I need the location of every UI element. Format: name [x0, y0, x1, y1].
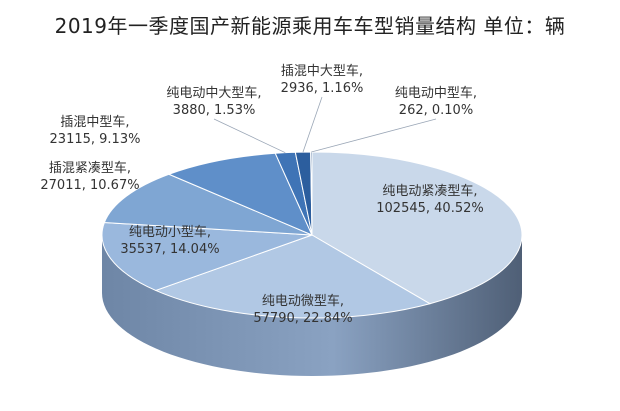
pie-slice [311, 151, 523, 305]
slice-label: 纯电动中型车, 262, 0.10% [395, 85, 477, 118]
slice-label: 插混中型车, 23115, 9.13% [50, 114, 141, 147]
leader-line [302, 96, 323, 153]
slice-label: 纯电动小型车, 35537, 14.04% [120, 224, 219, 257]
slice-label: 纯电动微型车, 57790, 22.84% [253, 293, 352, 326]
pie-slice [101, 222, 313, 291]
pie-side-wall [102, 235, 522, 376]
pie-slice [167, 152, 313, 236]
chart-title: 2019年一季度国产新能源乘用车车型销量结构 单位：辆 [54, 14, 566, 38]
pie-slice [103, 173, 313, 236]
leader-line [213, 118, 286, 154]
slice-label: 纯电动紧凑型车, 102545, 40.52% [376, 183, 483, 216]
pie-slice [154, 234, 432, 319]
slice-label: 插混中大型车, 2936, 1.16% [281, 63, 364, 96]
slice-label: 插混紧凑型车, 27011, 10.67% [40, 160, 139, 193]
slice-label: 纯电动中大型车, 3880, 1.53% [166, 85, 261, 118]
leader-line [311, 118, 437, 153]
